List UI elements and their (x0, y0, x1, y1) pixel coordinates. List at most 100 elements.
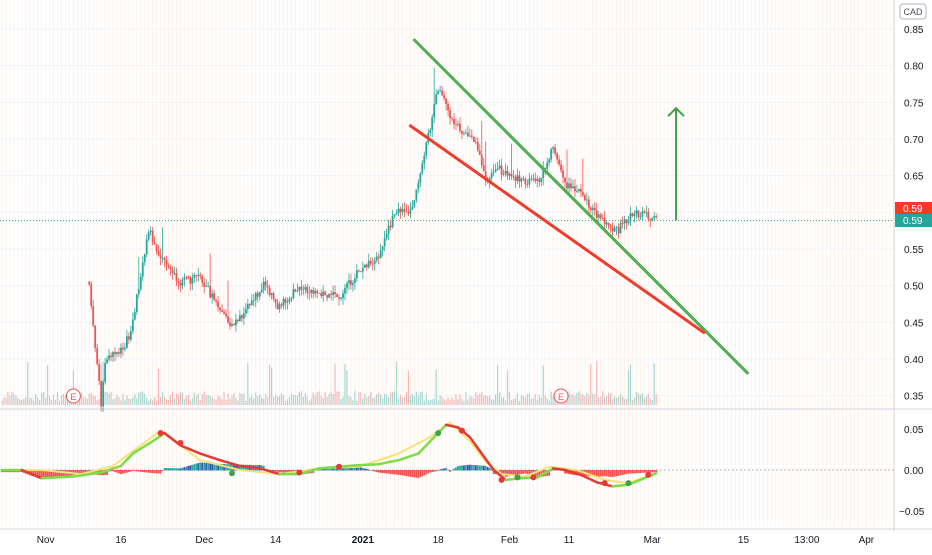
volume-bar (112, 399, 114, 405)
candle-body (92, 305, 95, 326)
candle-body (235, 319, 237, 326)
macd-line-segment (377, 458, 400, 466)
volume-bar (475, 391, 477, 405)
candle-body (532, 178, 535, 180)
candle-body (611, 227, 614, 232)
candle-body (171, 269, 174, 274)
histogram-bar (112, 470, 114, 472)
volume-bar (1, 400, 3, 405)
candle-body (554, 147, 557, 154)
volume-bar (96, 400, 98, 405)
candle-body (120, 347, 122, 354)
volume-bar (23, 398, 25, 405)
volume-bar (372, 398, 374, 405)
candle-body (556, 153, 558, 160)
volume-bar (532, 398, 534, 405)
candle-body (433, 103, 436, 118)
candle-body (500, 165, 503, 175)
volume-bar (651, 400, 653, 405)
up-arrow-annotation[interactable] (667, 106, 685, 221)
histogram-bar (423, 470, 426, 476)
volume-bar (633, 397, 636, 405)
candle-body (544, 167, 547, 169)
histogram-bar (399, 470, 402, 476)
histogram-bar (643, 470, 646, 473)
currency-label: CAD (903, 7, 923, 17)
histogram-bar (453, 468, 455, 471)
candle-body (213, 293, 216, 300)
x-tick-label: Dec (195, 535, 213, 546)
histogram-bar (353, 467, 356, 471)
volume-bar (401, 398, 404, 405)
histogram-bar (405, 470, 408, 477)
histogram-bar (619, 470, 622, 476)
volume-bar (241, 394, 243, 405)
candle-body (346, 283, 348, 288)
candle-body (653, 215, 656, 218)
volume-bar (580, 394, 582, 405)
volume-bar (389, 392, 392, 405)
macd-line-segment (397, 452, 420, 462)
volume-bar (598, 397, 600, 405)
histogram-bar (490, 469, 493, 471)
candle-body (463, 133, 465, 135)
candle-body (498, 165, 501, 169)
volume-bar (328, 393, 330, 405)
x-tick-label: 15 (738, 535, 750, 546)
histogram-bar (209, 463, 212, 471)
volume-bar (54, 399, 57, 405)
oscillator-pane (0, 421, 894, 488)
volume-bar (227, 393, 229, 405)
resistance-trendline[interactable] (412, 38, 749, 375)
trendlines[interactable] (408, 38, 749, 375)
volume-bar (17, 397, 19, 405)
volume-bar (445, 400, 447, 405)
price-tag-prev-label: 0.59 (903, 204, 923, 215)
y-tick-label: 0.85 (904, 25, 924, 36)
candle-body (395, 213, 398, 215)
volume-bar (649, 398, 651, 405)
histogram-bar (56, 470, 59, 478)
earnings-marker[interactable]: E (65, 388, 81, 404)
histogram-bar (110, 470, 112, 472)
histogram-bar (520, 470, 523, 474)
histogram-bar (199, 462, 202, 471)
histogram-bar (270, 470, 273, 471)
histogram-bar (461, 465, 463, 471)
volume-bar (316, 391, 318, 405)
candle-body (122, 347, 124, 350)
histogram-bar (552, 469, 555, 471)
volume-bar (354, 391, 356, 405)
histogram-bar (415, 470, 418, 478)
volume-bar (19, 399, 21, 405)
volume-bar (193, 392, 195, 405)
earnings-marker[interactable]: E (553, 388, 569, 404)
histogram-bar (114, 470, 116, 472)
volume-bar (548, 400, 550, 405)
histogram-bar (139, 470, 142, 472)
histogram-bar (528, 470, 531, 475)
volume-bar (608, 392, 610, 405)
histogram-bar (373, 470, 376, 472)
candle-body (593, 207, 596, 211)
candle-body (589, 207, 592, 210)
candle-body (504, 170, 507, 174)
histogram-bar (187, 465, 190, 471)
histogram-bar (342, 467, 344, 471)
candle-body (201, 276, 204, 283)
candle-body (114, 352, 116, 355)
histogram-bar (344, 467, 346, 471)
histogram-bar (615, 470, 618, 477)
histogram-bar (312, 470, 315, 473)
volume-bar (288, 396, 291, 405)
volume-bar (453, 399, 455, 405)
candle-body (215, 299, 218, 302)
volume-bar (395, 361, 398, 405)
currency-badge[interactable]: CAD (899, 3, 927, 20)
support-trendline[interactable] (408, 124, 706, 335)
histogram-bar (149, 470, 152, 473)
candle-body (151, 230, 154, 243)
